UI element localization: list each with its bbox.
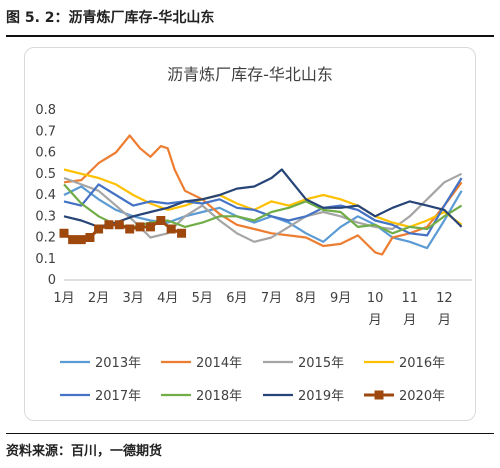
legend-marker [374,390,384,400]
x-tick-label: 4月 [157,291,178,306]
y-tick-label: 0 [48,273,56,288]
legend: 2013年 2014年 2015年 2016年 2017年 2018年 2019年 2020年 [60,356,445,404]
bottom-rule [6,433,494,434]
series-point [145,222,155,232]
x-tick-label: 8月 [295,291,316,306]
y-tick-label: 0.2 [35,231,56,246]
legend-label: 2020年 [399,389,445,404]
series-point [94,224,104,234]
x-tick-label: 1月 [53,291,74,306]
legend-label: 2014年 [196,356,242,371]
x-axis: 1月 2月 3月 4月 5月 6月 7月 8月 9月 10 月 11 月 12 月 [53,279,472,328]
y-axis: 0 0.1 0.2 0.3 0.4 0.5 0.6 0.7 0.8 [35,103,56,288]
series-point [125,224,135,234]
series-point [59,228,69,238]
x-tick-label: 9月 [330,291,351,306]
series-line [63,185,463,250]
series-point [104,220,114,230]
legend-label: 2018年 [196,389,242,404]
x-tick-label: 11 月 [401,291,418,328]
series-line [63,177,463,237]
legend-label: 2019年 [298,389,344,404]
source-note: 资料来源：百川，一德期货 [6,444,163,459]
y-tick-label: 0.8 [35,103,56,118]
legend-label: 2016年 [399,356,445,371]
y-tick-label: 0.6 [35,146,56,161]
x-tick-label: 12 月 [436,291,453,328]
series-point [166,224,176,234]
series-point [114,220,124,230]
x-tick-label: 7月 [261,291,282,306]
series-line [63,134,463,256]
top-rule [6,35,494,37]
chart-frame [24,47,476,421]
legend-label: 2017年 [95,389,141,404]
series-point [85,233,95,242]
series-point [135,222,145,232]
series-point [156,216,166,225]
legend-label: 2013年 [95,356,141,371]
x-tick-label: 5月 [192,291,213,306]
y-tick-label: 0.1 [35,252,56,267]
x-tick-label: 10 月 [367,291,384,328]
series-point [76,235,86,245]
x-tick-label: 3月 [123,291,144,306]
y-tick-label: 0.5 [35,167,56,182]
legend-label: 2015年 [298,356,344,371]
series-line [63,168,463,228]
x-tick-label: 2月 [88,291,109,306]
series-point [177,228,187,238]
y-tick-label: 0.7 [35,124,56,139]
y-tick-label: 0.4 [35,188,56,203]
series-point [68,235,78,245]
series-layer [59,134,463,256]
chart-title: 沥青炼厂库存-华北山东 [167,65,333,84]
x-tick-label: 6月 [226,291,247,306]
y-tick-label: 0.3 [35,209,56,224]
figure-caption: 图 5. 2：沥青炼厂库存-华北山东 [6,10,215,26]
series-line [63,168,463,228]
